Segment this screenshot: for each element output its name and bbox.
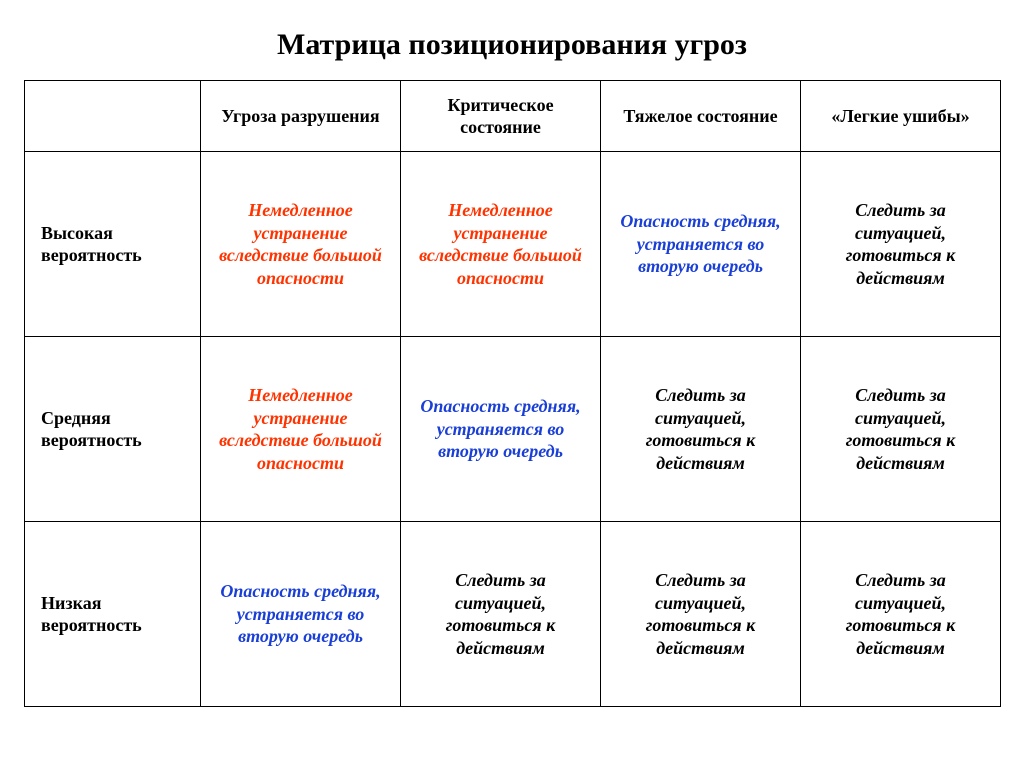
- col-header-destruction: Угроза разрушения: [201, 81, 401, 152]
- cell-text: Следить за ситуацией, готовиться к дейст…: [811, 384, 990, 474]
- cell-text: Следить за ситуацией, готовиться к дейст…: [811, 569, 990, 659]
- cell-med-light: Следить за ситуацией, готовиться к дейст…: [801, 337, 1001, 522]
- cell-text: Опасность средняя, устраняется во вторую…: [411, 395, 590, 463]
- cell-low-destruction: Опасность средняя, устраняется во вторую…: [201, 522, 401, 707]
- cell-high-critical: Немедленное устранение вследствие большо…: [401, 152, 601, 337]
- table-header-row: Угроза разрушения Критическое состояние …: [25, 81, 1001, 152]
- col-header-light: «Легкие ушибы»: [801, 81, 1001, 152]
- cell-low-severe: Следить за ситуацией, готовиться к дейст…: [601, 522, 801, 707]
- threat-matrix-table: Угроза разрушения Критическое состояние …: [24, 80, 1001, 707]
- col-header-severe: Тяжелое состояние: [601, 81, 801, 152]
- row-header-medium: Средняя вероятность: [25, 337, 201, 522]
- cell-med-destruction: Немедленное устранение вследствие большо…: [201, 337, 401, 522]
- col-header-empty: [25, 81, 201, 152]
- page-title: Матрица позиционирования угроз: [24, 28, 1000, 62]
- cell-text: Следить за ситуацией, готовиться к дейст…: [811, 199, 990, 289]
- cell-high-severe: Опасность средняя, устраняется во вторую…: [601, 152, 801, 337]
- cell-text: Следить за ситуацией, готовиться к дейст…: [611, 569, 790, 659]
- cell-text: Следить за ситуацией, готовиться к дейст…: [411, 569, 590, 659]
- col-header-critical: Критическое состояние: [401, 81, 601, 152]
- cell-low-critical: Следить за ситуацией, готовиться к дейст…: [401, 522, 601, 707]
- table-row: Средняя вероятность Немедленное устранен…: [25, 337, 1001, 522]
- row-header-high: Высокая вероятность: [25, 152, 201, 337]
- cell-text: Следить за ситуацией, готовиться к дейст…: [611, 384, 790, 474]
- table-row: Низкая вероятность Опасность средняя, ус…: [25, 522, 1001, 707]
- cell-med-critical: Опасность средняя, устраняется во вторую…: [401, 337, 601, 522]
- cell-text: Немедленное устранение вследствие большо…: [411, 199, 590, 289]
- cell-low-light: Следить за ситуацией, готовиться к дейст…: [801, 522, 1001, 707]
- cell-text: Немедленное устранение вследствие большо…: [211, 384, 390, 474]
- cell-text: Немедленное устранение вследствие большо…: [211, 199, 390, 289]
- cell-high-destruction: Немедленное устранение вследствие большо…: [201, 152, 401, 337]
- cell-med-severe: Следить за ситуацией, готовиться к дейст…: [601, 337, 801, 522]
- slide-page: Матрица позиционирования угроз Угроза ра…: [0, 0, 1024, 731]
- cell-high-light: Следить за ситуацией, готовиться к дейст…: [801, 152, 1001, 337]
- table-row: Высокая вероятность Немедленное устранен…: [25, 152, 1001, 337]
- cell-text: Опасность средняя, устраняется во вторую…: [611, 210, 790, 278]
- row-header-low: Низкая вероятность: [25, 522, 201, 707]
- cell-text: Опасность средняя, устраняется во вторую…: [211, 580, 390, 648]
